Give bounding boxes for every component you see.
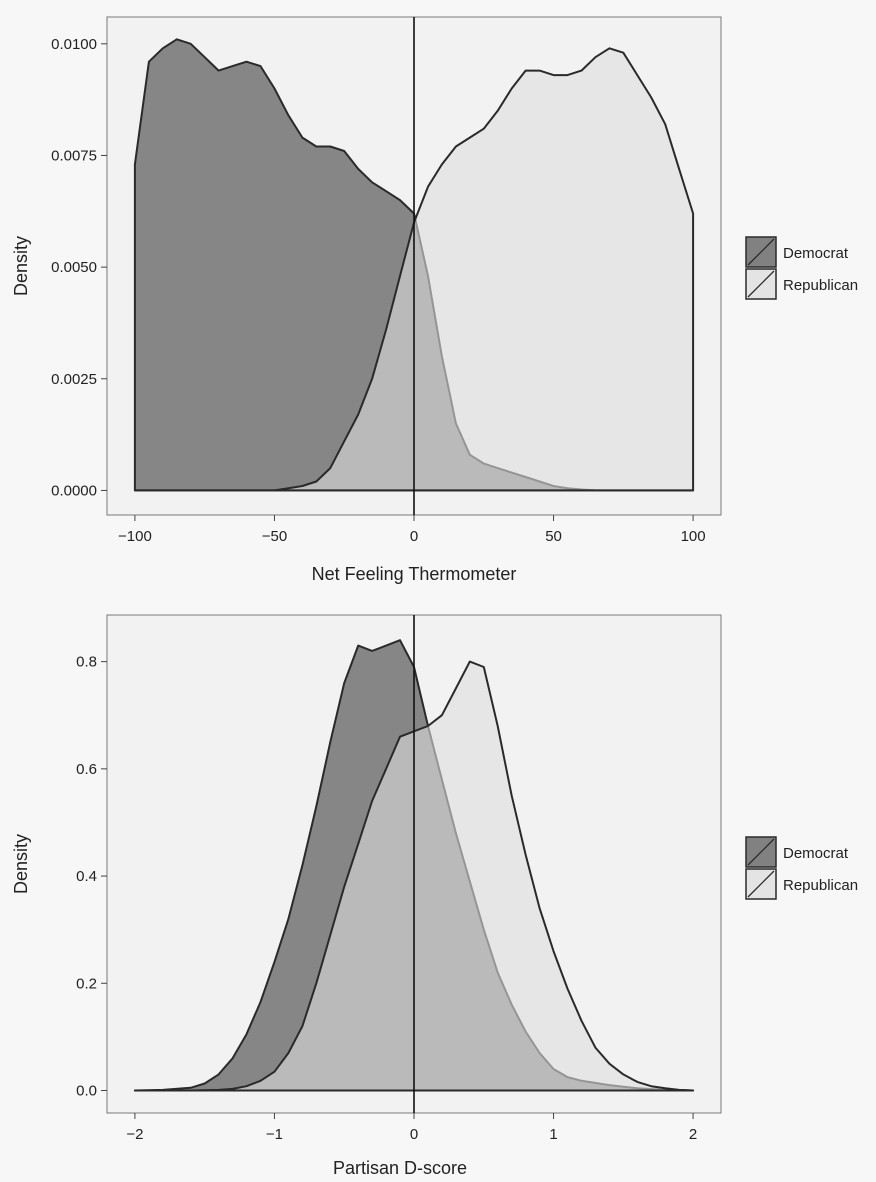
x-tick-label: 50 <box>545 528 562 545</box>
x-tick-label: 1 <box>549 1126 557 1143</box>
chart-panel-2: −2 −1 0 1 2 0.0 0.2 0.4 0.6 0.8 Partisan D-score De… <box>11 614 858 1178</box>
x-tick-label: −1 <box>266 1126 283 1143</box>
y-tick-label: 0.0050 <box>51 259 97 276</box>
legend-key-slash <box>747 270 775 298</box>
y-axis-title: Density <box>11 834 31 894</box>
y-tick-label: 0.0000 <box>51 482 97 499</box>
x-axis-title: Partisan D-score <box>333 1158 467 1178</box>
legend: Democrat Republican <box>745 236 858 300</box>
legend-key-slash <box>747 870 775 898</box>
x-tick-label: −100 <box>118 528 152 545</box>
legend-label-democrat: Democrat <box>783 245 849 262</box>
legend-label-republican: Republican <box>783 277 858 294</box>
y-tick-label: 0.8 <box>76 654 97 671</box>
x-tick-label: −2 <box>126 1126 143 1143</box>
legend-label-republican: Republican <box>783 877 858 894</box>
y-axis-title: Density <box>11 236 31 296</box>
y-tick-label: 0.2 <box>76 975 97 992</box>
x-tick-label: 2 <box>689 1126 697 1143</box>
y-tick-label: 0.4 <box>76 868 97 885</box>
y-tick-label: 0.0075 <box>51 147 97 164</box>
legend-key-slash <box>747 838 775 866</box>
x-tick-label: 100 <box>681 528 706 545</box>
legend-key-slash <box>747 238 775 266</box>
legend-label-democrat: Democrat <box>783 845 849 862</box>
y-tick-label: 0.6 <box>76 761 97 778</box>
x-tick-label: 0 <box>410 528 418 545</box>
chart-panel-1: −100 −50 0 50 100 0.0000 0.0025 0.0050 0.0075 0.0… <box>11 16 858 584</box>
x-tick-label: −50 <box>262 528 287 545</box>
x-axis-title: Net Feeling Thermometer <box>312 564 517 584</box>
y-tick-label: 0.0 <box>76 1082 97 1099</box>
y-tick-label: 0.0100 <box>51 36 97 53</box>
y-tick-label: 0.0025 <box>51 371 97 388</box>
x-tick-label: 0 <box>410 1126 418 1143</box>
legend: Democrat Republican <box>745 836 858 900</box>
